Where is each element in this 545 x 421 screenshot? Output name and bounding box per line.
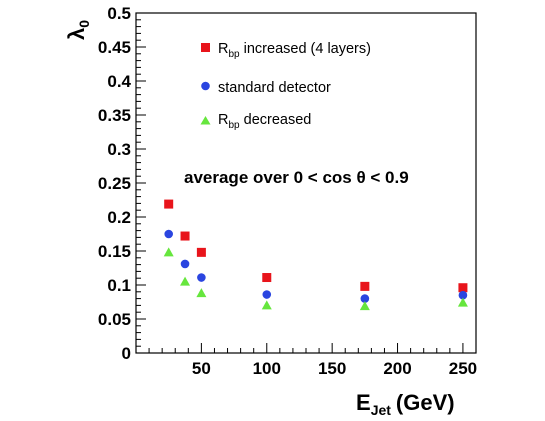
data-point-series-1 (180, 259, 190, 269)
data-point-series-1 (360, 294, 370, 303)
data-point-series-2 (196, 288, 207, 298)
data-point-series-0 (196, 247, 206, 257)
legend-marker-decreased (200, 116, 211, 125)
data-marks (163, 199, 468, 311)
data-point-series-1 (458, 290, 468, 300)
data-point-series-0 (262, 273, 272, 283)
y-tick-label: 0.5 (107, 4, 131, 23)
data-point-series-1 (164, 229, 173, 239)
data-point-series-1 (197, 273, 206, 282)
y-tick-label: 0.4 (107, 72, 131, 91)
data-point-series-1 (262, 290, 272, 299)
x-axis-label: EJet (GeV) (356, 390, 455, 418)
legend-label-decreased: Rbp decreased (218, 112, 311, 131)
x-tick-label: 200 (383, 359, 411, 378)
data-point-series-0 (180, 231, 190, 241)
y-tick-label: 0.45 (98, 38, 131, 57)
legend-label-standard: standard detector (218, 80, 331, 96)
x-tick-label: 250 (449, 359, 477, 378)
y-tick-label: 0.1 (107, 276, 131, 295)
legend-marker-increased (201, 43, 210, 52)
y-tick-label: 0.2 (107, 208, 131, 227)
y-tick-label: 0.3 (107, 140, 131, 159)
x-tick-label: 50 (192, 359, 211, 378)
y-tick-label: 0 (122, 344, 131, 363)
axis-ticks (136, 12, 464, 354)
data-point-series-2 (163, 247, 174, 257)
data-point-series-2 (180, 276, 191, 286)
y-tick-label: 0.15 (98, 242, 131, 261)
legend-marker-standard (201, 81, 210, 91)
axis-tick-labels: 50 100 150 200 250 0 0.05 0.1 0.15 0.2 0.25 0.3 0.35… (98, 4, 477, 378)
data-point-series-2 (261, 300, 272, 310)
data-point-series-0 (458, 283, 468, 293)
data-point-series-2 (457, 297, 468, 307)
data-point-series-0 (164, 199, 174, 209)
data-point-series-2 (359, 301, 370, 311)
legend: Rbp increased (4 layers) standard detect… (200, 41, 371, 131)
legend-label-increased: Rbp increased (4 layers) (218, 41, 371, 60)
y-tick-label: 0.25 (98, 174, 131, 193)
y-axis-label: λ0 (64, 20, 92, 40)
x-tick-label: 150 (318, 359, 346, 378)
x-tick-label: 100 (253, 359, 281, 378)
chart-annotation: average over 0 < cos θ < 0.9 (184, 168, 409, 187)
data-point-series-0 (360, 281, 370, 291)
y-tick-label: 0.35 (98, 106, 131, 125)
y-tick-label: 0.05 (98, 310, 131, 329)
